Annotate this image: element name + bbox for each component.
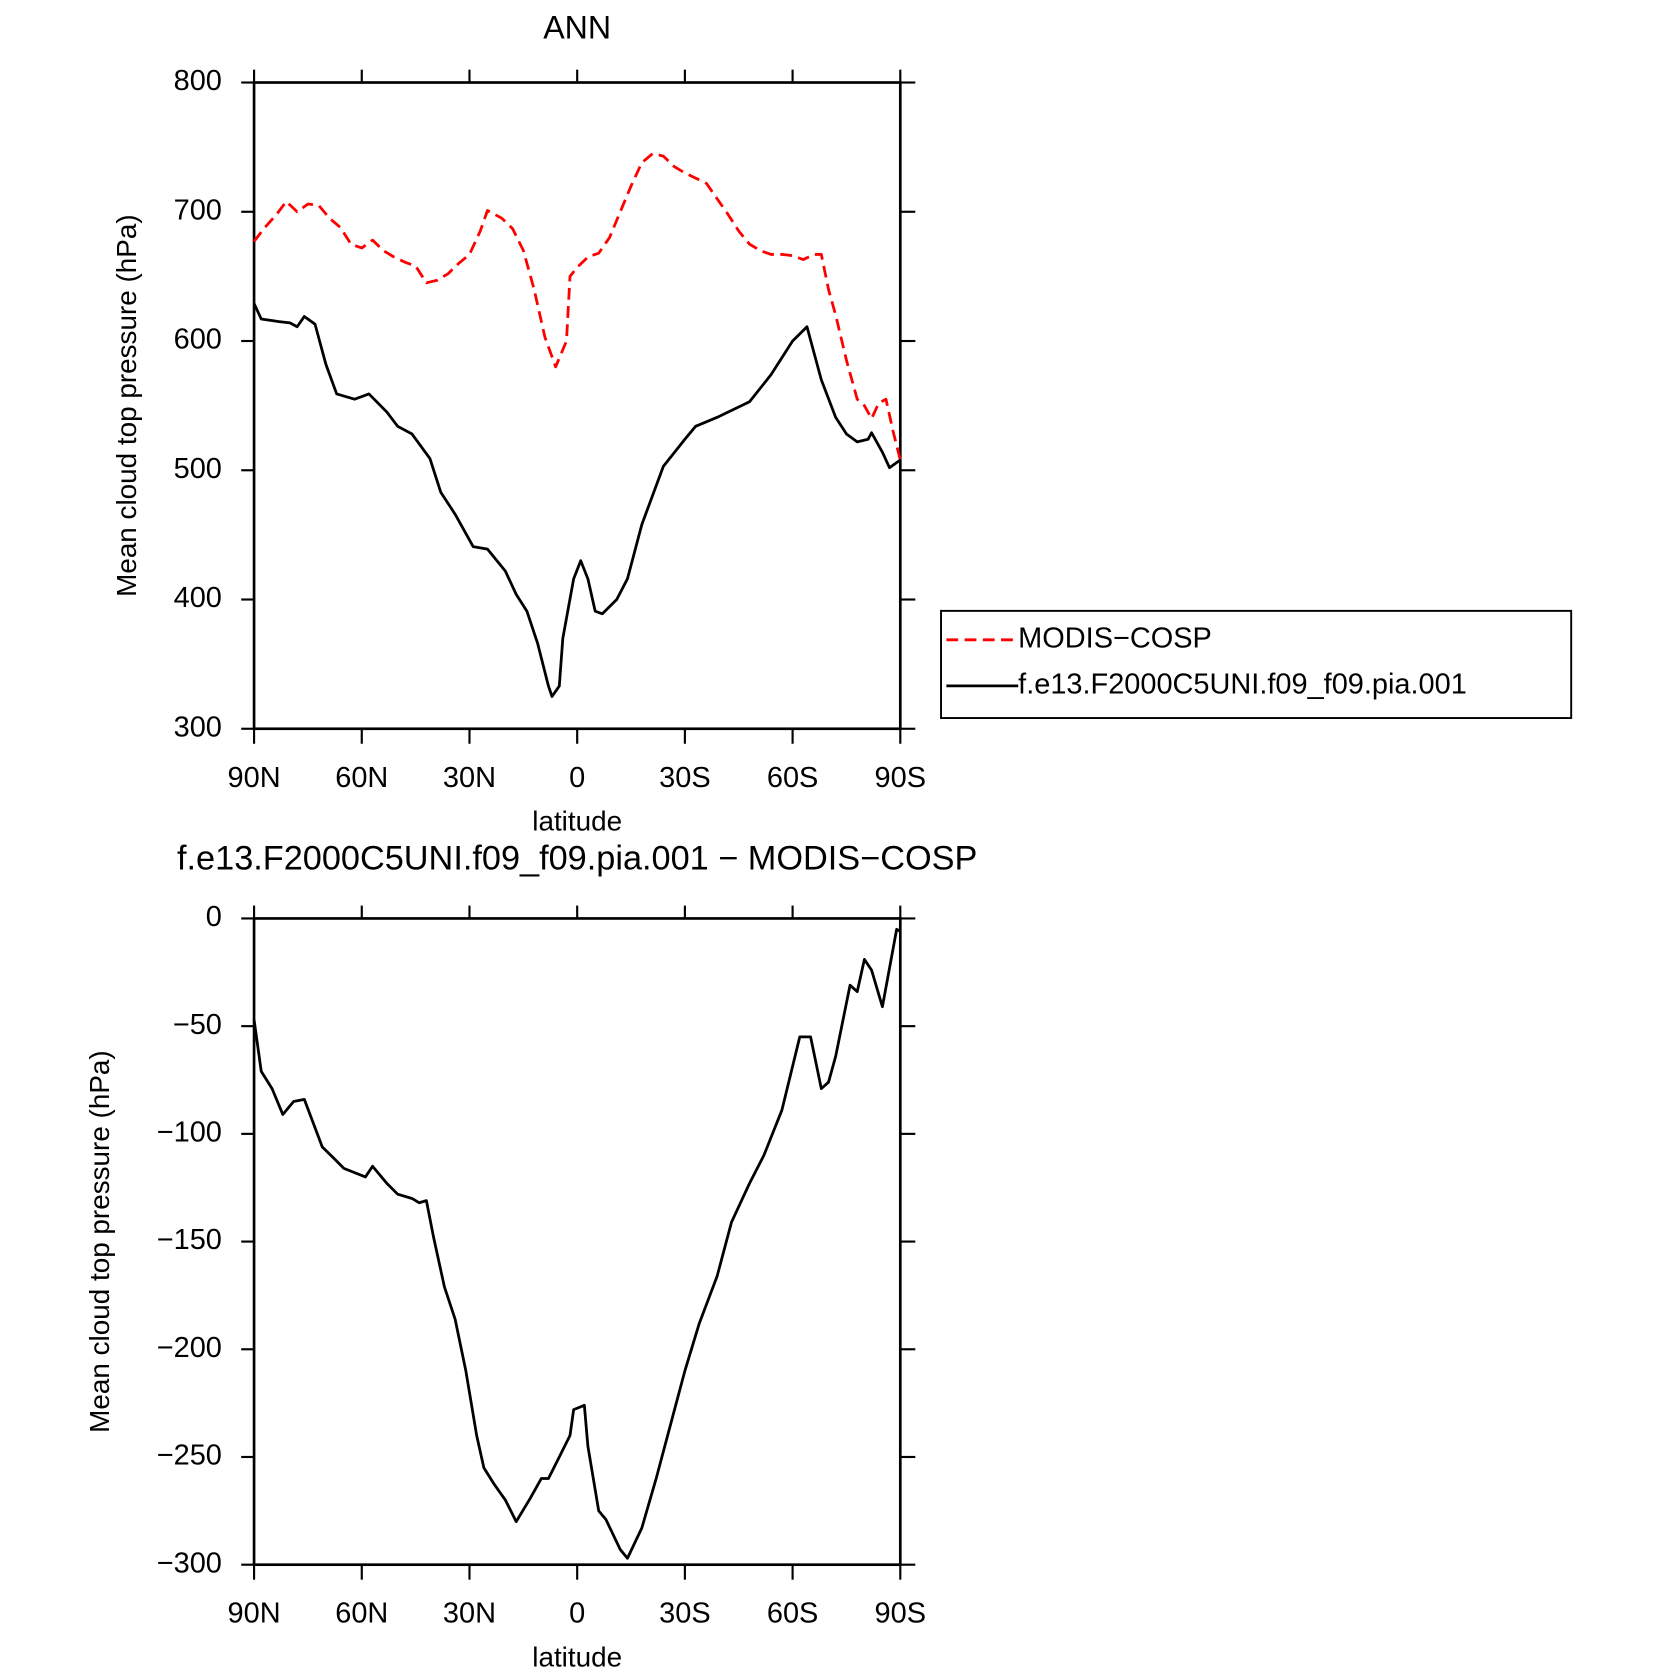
y-tick-label: 300: [174, 711, 222, 743]
chart-title: f.e13.F2000C5UNI.f09_f09.pia.001 − MODIS…: [177, 840, 977, 878]
y-tick-label: 500: [174, 453, 222, 485]
y-tick-label: 700: [174, 194, 222, 226]
y-axis-label: Mean cloud top pressure (hPa): [111, 214, 142, 597]
plot-frame: [252, 81, 902, 731]
x-tick-label: 30N: [443, 1598, 496, 1630]
x-tick-label: 60N: [335, 762, 388, 794]
data-line: [252, 927, 902, 1560]
data-line: [252, 152, 902, 461]
x-tick-label: 90N: [228, 1598, 281, 1630]
y-tick-label: 800: [174, 65, 222, 97]
y-tick-label: 600: [174, 324, 222, 356]
y-tick-label: −200: [157, 1332, 222, 1364]
x-tick-label: 90S: [875, 1598, 926, 1630]
y-tick-label: 400: [174, 582, 222, 614]
y-tick-label: −300: [157, 1547, 222, 1579]
x-tick-label: 60N: [335, 1598, 388, 1630]
x-axis-label: latitude: [532, 805, 622, 836]
data-line: [252, 302, 902, 698]
x-tick-label: 0: [569, 762, 585, 794]
x-tick-label: 90S: [875, 762, 926, 794]
x-tick-label: 30S: [659, 1598, 710, 1630]
y-tick-label: −50: [173, 1009, 222, 1041]
y-tick-label: 0: [206, 901, 222, 933]
x-tick-label: 0: [569, 1598, 585, 1630]
legend-label: MODIS−COSP: [1018, 622, 1212, 654]
x-tick-label: 60S: [767, 1598, 818, 1630]
x-axis-label: latitude: [532, 1641, 622, 1672]
legend-label: f.e13.F2000C5UNI.f09_f09.pia.001: [1018, 669, 1467, 701]
legend-box: [940, 609, 1573, 720]
y-tick-label: −150: [157, 1224, 222, 1256]
plot-frame: [252, 917, 902, 1567]
x-tick-label: 30S: [659, 762, 710, 794]
y-tick-label: −250: [157, 1440, 222, 1472]
y-tick-label: −100: [157, 1117, 222, 1149]
x-tick-label: 60S: [767, 762, 818, 794]
x-tick-label: 30N: [443, 762, 496, 794]
x-tick-label: 90N: [228, 762, 281, 794]
y-axis-label: Mean cloud top pressure (hPa): [84, 1050, 115, 1433]
chart-title: ANN: [543, 10, 611, 46]
